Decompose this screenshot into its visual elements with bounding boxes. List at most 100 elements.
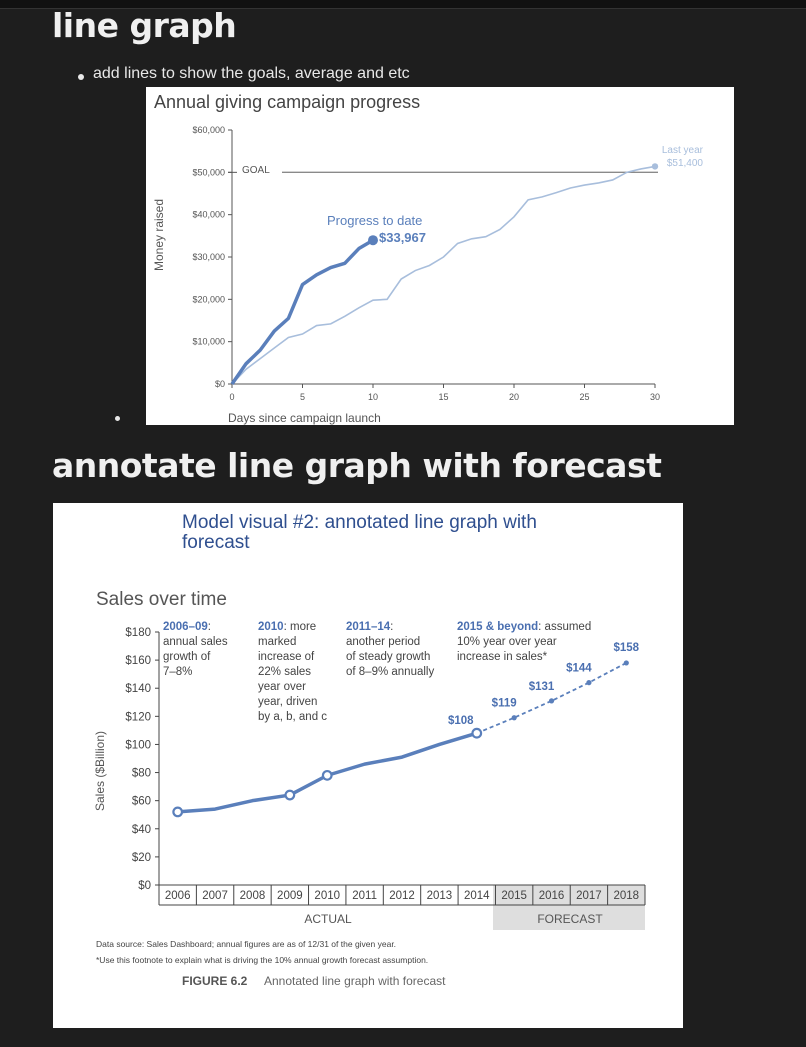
bullet-text-goals: add lines to show the goals, average and… [93,65,410,82]
y-tick-label: $140 [125,683,151,695]
x-category-label: 2014 [464,890,490,902]
y-tick-label: $40 [132,824,151,836]
x-category-label: 2011 [352,890,377,902]
x-tick-label: 20 [509,392,519,402]
annotation-line: marked [258,636,296,648]
annotation-heading: 2011–14: [346,621,393,633]
sales-forecast-chart: Model visual #2: annotated line graph wi… [93,512,646,988]
forecast-value-label: $119 [492,698,517,710]
x-category-label: 2007 [202,890,228,902]
y-tick-label: $0 [138,880,151,892]
progress-endpoint [368,235,378,246]
y-tick-label: $20 [132,852,151,864]
giving-campaign-chart: Annual giving campaign progress Money ra… [152,92,704,425]
y-tick-label: $60 [132,796,151,808]
x-tick-label: 5 [300,392,305,402]
annotation-heading: 2010: more [258,621,316,633]
last-year-value: $51,400 [667,158,704,169]
actual-marker [172,806,184,818]
progress-value: $33,967 [379,230,426,245]
annotation-line: year, driven [258,696,317,708]
forecast-point [586,680,592,686]
forecast-point [511,715,517,721]
y-tick-label: $50,000 [192,167,225,177]
actual-marker [471,727,483,739]
actual-label: ACTUAL [304,912,352,926]
annotation-line: increase in sales* [457,651,548,663]
last-year-label: Last year [662,145,704,156]
bullet-dot-empty [115,416,120,421]
y-tick-label: $180 [125,627,151,639]
footnote-source: Data source: Sales Dashboard; annual fig… [96,939,396,949]
forecast-value-label: $108 [448,715,474,727]
chart2-ylabel: Sales ($Billion) [93,731,107,811]
forecast-point [623,660,629,666]
model-title-line1: Model visual #2: annotated line graph wi… [182,512,537,533]
actual-marker [284,789,296,801]
forecast-value-label: $131 [529,681,555,693]
y-tick-label: $160 [125,655,151,667]
x-category-label: 2009 [277,890,303,902]
top-bar [0,0,806,9]
chart2-title: Sales over time [96,589,227,610]
y-tick-label: $100 [125,739,151,751]
x-category-label: 2012 [389,890,415,902]
y-tick-label: $60,000 [192,125,225,135]
annotation-line: year over [258,681,306,693]
forecast-shade [493,885,645,930]
footnote-assumption: *Use this footnote to explain what is dr… [96,955,428,965]
annotation-line: by a, b, and c [258,711,327,723]
annotation-line: of steady growth [346,651,430,663]
y-tick-label: $0 [215,379,225,389]
annotation-heading: 2015 & beyond: assumed [457,621,591,633]
x-category-label: 2018 [614,890,640,902]
annotation-line: increase of [258,651,315,663]
goal-label: GOAL [242,165,270,176]
annotation-line: 10% year over year [457,636,557,648]
heading-forecast: annotate line graph with forecast [52,446,662,485]
x-tick-label: 30 [650,392,660,402]
progress-label: Progress to date [327,213,422,228]
x-category-label: 2010 [314,890,340,902]
y-tick-label: $80 [132,768,151,780]
chart-card-sales-forecast: Model visual #2: annotated line graph wi… [53,503,683,1028]
annotation-heading: 2006–09: [163,621,211,633]
chart1-ylabel: Money raised [152,199,166,271]
y-tick-label: $10,000 [192,337,225,347]
forecast-value-label: $144 [566,663,592,675]
y-tick-label: $20,000 [192,294,225,304]
x-tick-label: 15 [438,392,448,402]
x-category-label: 2017 [576,890,602,902]
y-tick-label: $120 [125,711,151,723]
x-category-label: 2013 [427,890,453,902]
chart1-xlabel: Days since campaign launch [228,411,381,425]
series-progress [230,238,374,385]
annotation-line: 7–8% [163,666,192,678]
figure-number: FIGURE 6.2 [182,974,248,988]
x-tick-label: 25 [579,392,589,402]
annotation-line: 22% sales [258,666,311,678]
forecast-value-label: $158 [614,642,640,654]
x-category-label: 2008 [240,890,266,902]
y-tick-label: $30,000 [192,252,225,262]
annotation-line: of 8–9% annually [346,666,434,678]
last-year-endpoint [651,163,659,170]
actual-marker [321,769,333,781]
x-category-label: 2006 [165,890,191,902]
x-tick-label: 10 [368,392,378,402]
annotation-line: another period [346,636,420,648]
x-tick-label: 0 [229,392,234,402]
forecast-label: FORECAST [537,912,603,926]
annotation-line: growth of [163,651,211,663]
x-category-label: 2015 [501,890,527,902]
bullet-dot [78,74,84,80]
x-category-label: 2016 [539,890,565,902]
forecast-point [548,698,555,704]
chart1-title: Annual giving campaign progress [154,92,420,112]
y-tick-label: $40,000 [192,210,225,220]
chart-card-giving-campaign: Annual giving campaign progress Money ra… [146,87,734,425]
annotation-line: annual sales [163,636,228,648]
series-last-year [231,165,656,385]
heading-line-graph: line graph [52,6,237,45]
model-title-line2: forecast [182,532,250,553]
